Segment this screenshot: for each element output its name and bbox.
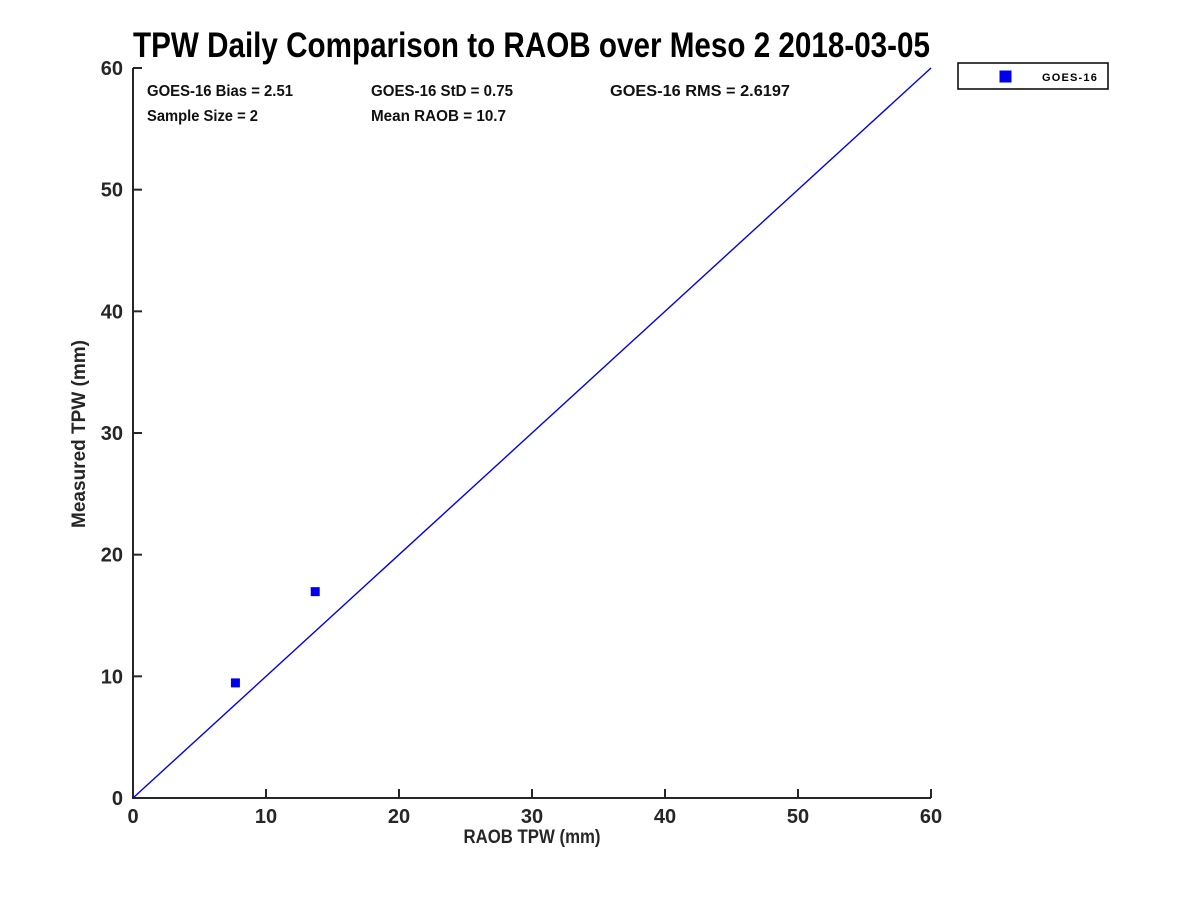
y-tick-label: 20: [101, 545, 123, 567]
stats-annotations: GOES-16 Bias = 2.51 GOES-16 StD = 0.75 GOE…: [147, 83, 790, 125]
x-tick-label: 20: [388, 806, 410, 828]
x-tick-label: 0: [127, 806, 138, 828]
data-point-goes-16: [310, 587, 320, 597]
y-tick-label: 0: [112, 788, 123, 810]
legend-marker-square-icon: [999, 70, 1012, 83]
x-tick-label: 30: [521, 806, 543, 828]
y-axis-ticks: 0 10 20 30 40 50 60: [101, 58, 142, 810]
stat-annotation: Mean RAOB = 10.7: [371, 108, 506, 125]
stat-annotation: Sample Size = 2: [147, 108, 258, 125]
stat-annotation: GOES-16 StD = 0.75: [371, 83, 513, 100]
y-tick-label: 40: [101, 301, 123, 323]
chart-title: TPW Daily Comparison to RAOB over Meso 2…: [133, 26, 930, 65]
stat-annotation: GOES-16 RMS = 2.6197: [610, 83, 790, 100]
legend-entry-label: GOES-16: [1042, 72, 1098, 84]
x-axis-label: RAOB TPW (mm): [464, 827, 601, 848]
x-tick-label: 50: [787, 806, 809, 828]
data-point-goes-16: [230, 678, 240, 688]
stat-annotation: GOES-16 Bias = 2.51: [147, 83, 293, 100]
legend-box: [957, 62, 1109, 90]
y-tick-label: 30: [101, 423, 123, 445]
x-tick-label: 60: [920, 806, 942, 828]
y-axis-label: Measured TPW (mm): [69, 340, 90, 528]
x-axis-ticks: 0 10 20 30 40 50 60: [127, 789, 942, 828]
x-tick-label: 40: [654, 806, 676, 828]
legend: GOES-16: [957, 62, 1109, 90]
y-tick-label: 60: [101, 58, 123, 80]
y-tick-label: 10: [101, 666, 123, 688]
identity-line: [132, 67, 932, 799]
y-tick-label: 50: [101, 180, 123, 202]
x-tick-label: 10: [255, 806, 277, 828]
data-points: [230, 587, 320, 688]
